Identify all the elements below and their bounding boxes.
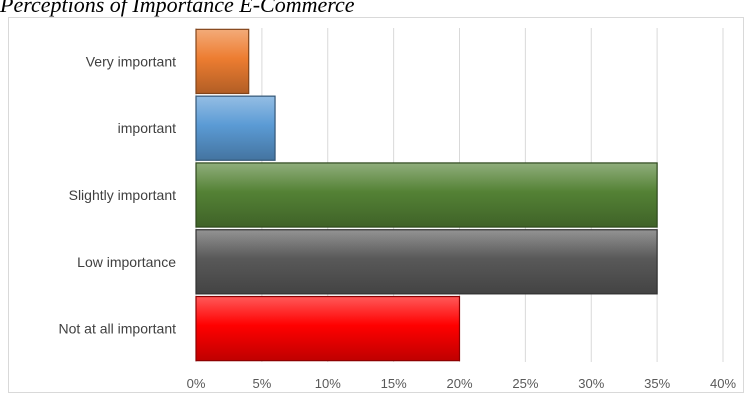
bar: [195, 28, 250, 95]
x-tick-label: 10%: [315, 376, 341, 391]
x-tick-label: 0%: [187, 376, 206, 391]
x-tick-label: 25%: [512, 376, 538, 391]
category-label: Not at all important: [59, 321, 177, 337]
x-tick-label: 40%: [710, 376, 736, 391]
bar: [195, 229, 658, 295]
bar: [195, 295, 461, 362]
x-tick-label: 5%: [252, 376, 271, 391]
bar: [195, 95, 276, 161]
figure-title: Perceptions of Importance E-Commerce: [0, 0, 355, 17]
x-tick-label: 20%: [446, 376, 472, 391]
category-label: Slightly important: [69, 187, 176, 203]
bar: [195, 162, 658, 228]
category-label: important: [118, 120, 176, 136]
x-tick-label: 15%: [381, 376, 407, 391]
category-label: Low importance: [77, 254, 176, 270]
x-tick-label: 30%: [578, 376, 604, 391]
x-tick-label: 35%: [644, 376, 670, 391]
category-label: Very important: [86, 53, 176, 69]
